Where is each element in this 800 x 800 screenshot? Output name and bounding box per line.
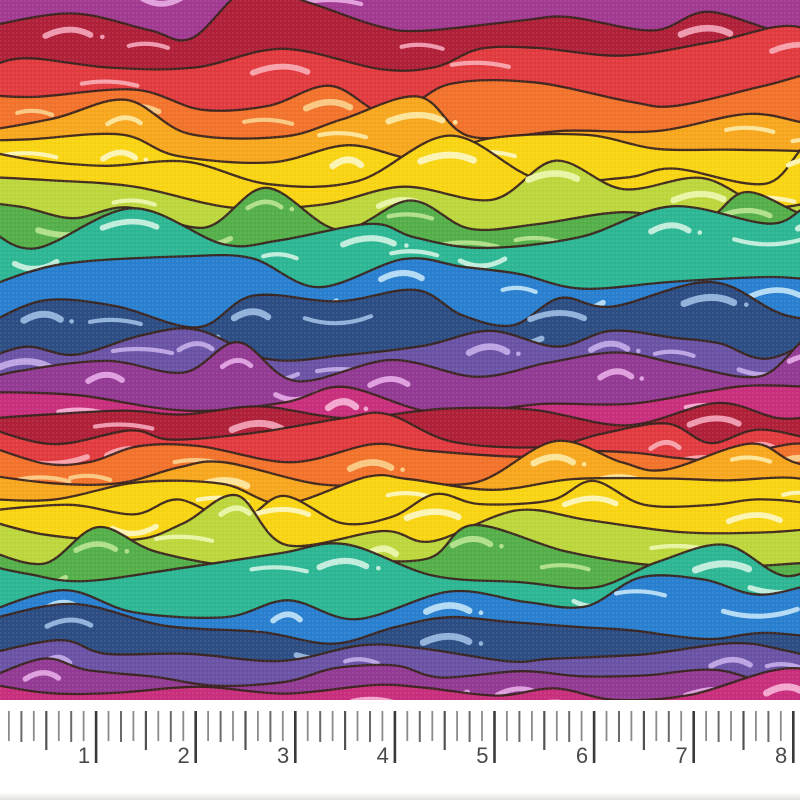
ruler-number: 3: [277, 743, 289, 768]
ruler-number: 6: [576, 743, 588, 768]
ruler-number: 8: [775, 743, 787, 768]
ruler-number: 7: [675, 743, 687, 768]
ruler-number: 4: [377, 743, 389, 768]
photo-bottom-shadow: [0, 792, 800, 800]
rainbow-wave-pattern: [0, 0, 800, 700]
fabric-swatch: [0, 0, 800, 700]
ruler: 1 2 3 4 5 6 7 8: [0, 700, 800, 800]
ruler-ticks: [7, 711, 795, 763]
ruler-scale: 1 2 3 4 5 6 7 8: [7, 711, 795, 768]
ruler-number: 2: [177, 743, 189, 768]
fabric-weave-texture: [0, 0, 800, 700]
ruler-number: 1: [78, 743, 90, 768]
ruler-number: 5: [476, 743, 488, 768]
